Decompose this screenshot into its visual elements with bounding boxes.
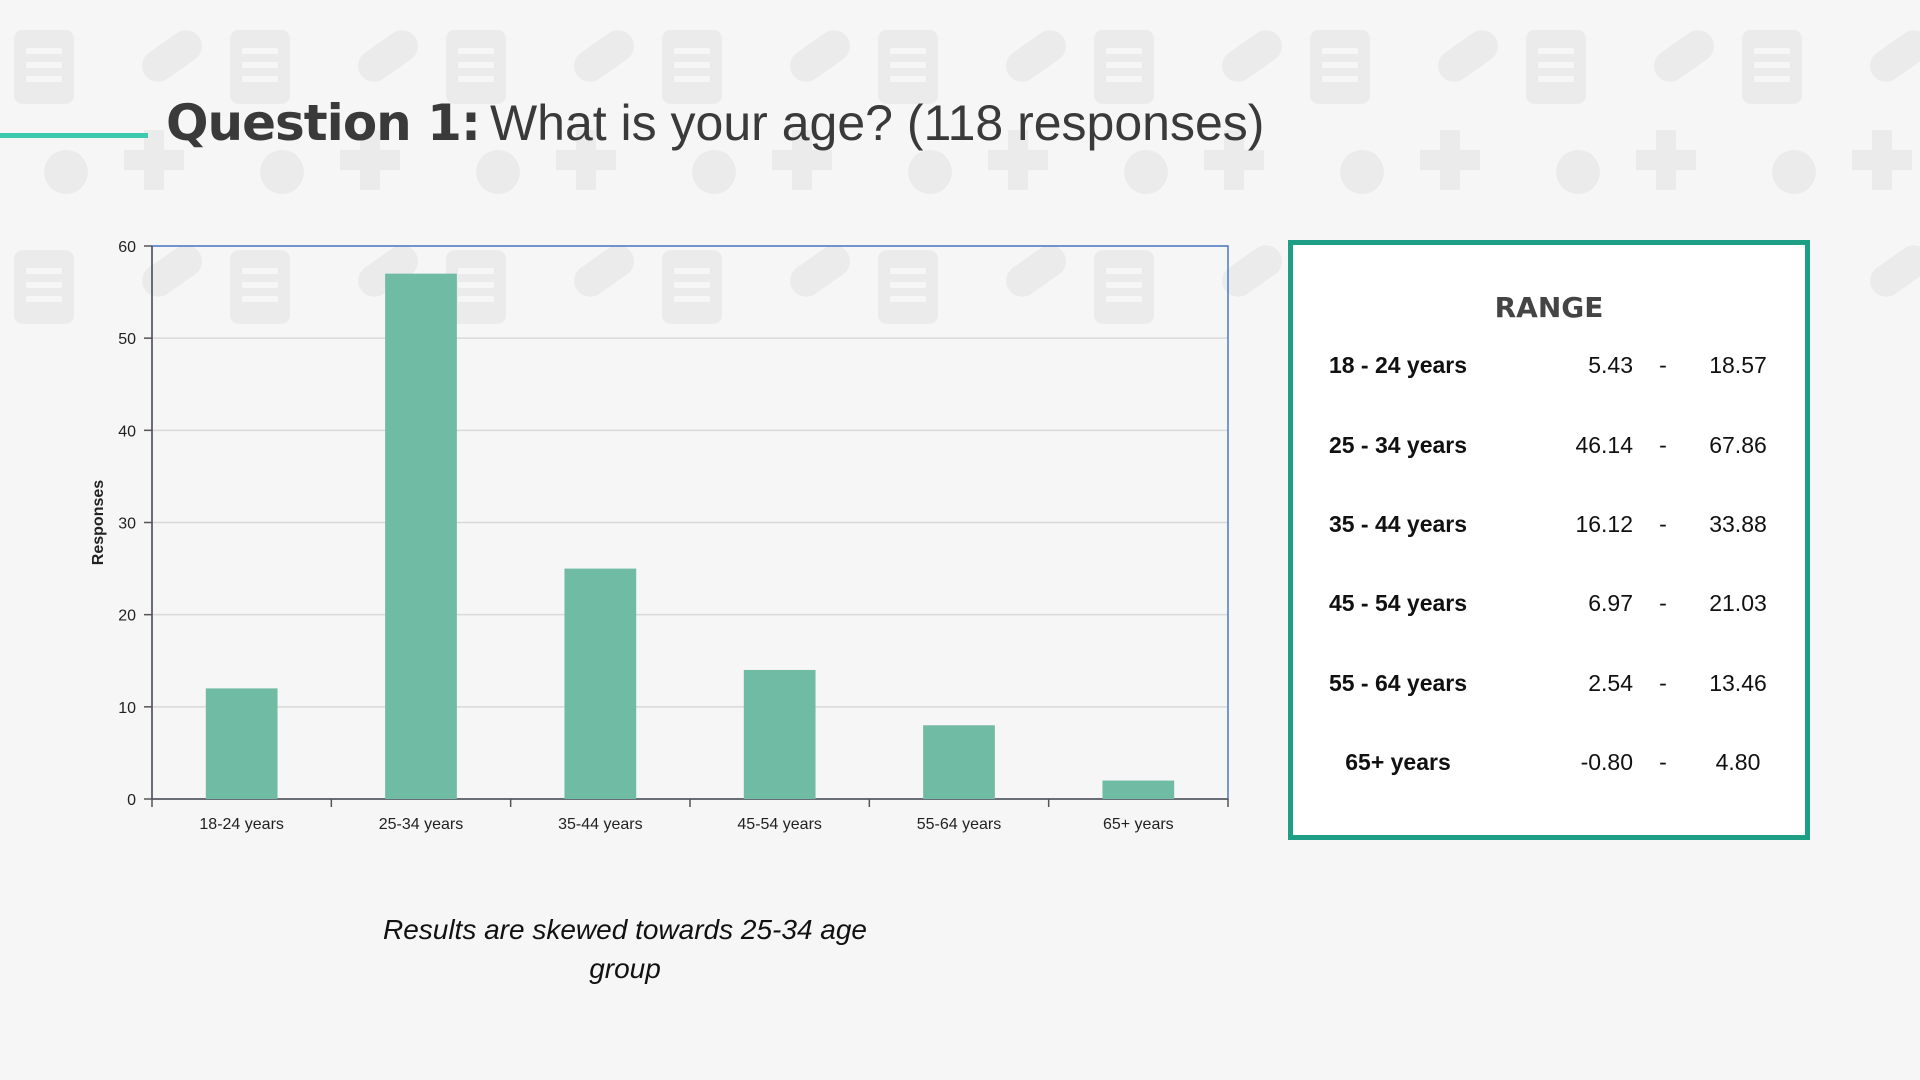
range-row-dash: -: [1659, 511, 1667, 537]
range-row-dash: -: [1659, 590, 1667, 616]
range-row: 55 - 64 years 2.54 - 13.46: [1293, 664, 1805, 704]
title-question-text: What is your age? (118 responses): [489, 95, 1265, 151]
bg-plus-icon: [1420, 130, 1480, 190]
x-tick-label: 55-64 years: [917, 816, 1002, 833]
chart-caption: Results are skewed towards 25-34 age gro…: [382, 914, 868, 984]
bg-pill-icon: [142, 30, 202, 82]
bg-tablet-icon: [692, 150, 736, 194]
bg-tablet-icon: [1340, 150, 1384, 194]
bg-tablet-icon: [1772, 150, 1816, 194]
x-tick-label: 35-44 years: [558, 816, 643, 833]
bg-plus-icon: [988, 130, 1048, 190]
bg-pill-icon: [790, 245, 850, 297]
y-tick-label: 20: [118, 608, 136, 625]
range-row-high: 13.46: [1709, 670, 1767, 696]
y-tick-label: 0: [127, 792, 136, 809]
x-tick-label: 45-54 years: [737, 816, 822, 833]
bg-pill-icon: [142, 245, 202, 297]
range-row-high: 18.57: [1709, 352, 1767, 378]
bg-pill-icon: [1006, 245, 1066, 297]
bar: [564, 568, 637, 799]
bg-pill-icon: [1870, 30, 1920, 82]
range-row: 18 - 24 years 5.43 - 18.57: [1293, 346, 1805, 386]
range-row-high: 33.88: [1709, 511, 1767, 537]
title-accent-line: [0, 133, 148, 138]
bg-tablet-icon: [908, 150, 952, 194]
bg-plus-icon: [340, 130, 400, 190]
bg-plus-icon: [1204, 130, 1264, 190]
range-row-dash: -: [1659, 432, 1667, 458]
range-row-dash: -: [1659, 670, 1667, 696]
range-row-low: 5.43: [1588, 352, 1633, 378]
bar: [1102, 780, 1175, 799]
bg-pill-icon: [1438, 30, 1498, 82]
bg-pill-icon: [790, 30, 850, 82]
range-box: RANGE 18 - 24 years 5.43 - 18.57 25 - 34…: [1288, 240, 1810, 840]
range-row-label: 18 - 24 years: [1328, 352, 1468, 378]
range-row-low: 6.97: [1588, 590, 1633, 616]
bar: [205, 688, 278, 799]
x-tick-label: 65+ years: [1103, 816, 1174, 833]
bg-pill-icon: [358, 245, 418, 297]
range-row-label: 45 - 54 years: [1328, 590, 1468, 616]
y-tick-label: 50: [118, 331, 136, 348]
range-row-label: 65+ years: [1345, 749, 1451, 775]
bg-pill-icon: [1654, 30, 1714, 82]
bg-pill-icon: [1222, 30, 1282, 82]
bg-pill-icon: [1006, 30, 1066, 82]
bg-pill-icon: [358, 30, 418, 82]
bg-pill-icon: [1870, 245, 1920, 297]
y-axis-title: Responses: [90, 480, 107, 565]
bg-pill-icon: [574, 245, 634, 297]
range-row-low: 2.54: [1588, 670, 1633, 696]
title-question-number: Question 1:: [166, 94, 481, 152]
range-row-low: 46.14: [1575, 432, 1633, 458]
range-row-dash: -: [1659, 352, 1667, 378]
range-row-high: 4.80: [1715, 749, 1761, 775]
bar: [743, 669, 816, 799]
bg-plus-icon: [556, 130, 616, 190]
range-row-label: 25 - 34 years: [1328, 432, 1468, 458]
range-row-high: 21.03: [1709, 590, 1767, 616]
range-row: 25 - 34 years 46.14 - 67.86: [1293, 426, 1805, 466]
bg-tablet-icon: [476, 150, 520, 194]
bg-plus-icon: [1852, 130, 1912, 190]
bg-tablet-icon: [260, 150, 304, 194]
page-title: Question 1: What is your age? (118 respon…: [166, 98, 1264, 148]
range-row-high: 67.86: [1709, 432, 1767, 458]
bg-tablet-icon: [1124, 150, 1168, 194]
range-row-label: 35 - 44 years: [1328, 511, 1468, 537]
bg-tablet-icon: [44, 150, 88, 194]
x-tick-label: 18-24 years: [199, 816, 284, 833]
y-tick-label: 30: [118, 516, 136, 533]
bg-plus-icon: [124, 130, 184, 190]
bg-tablet-icon: [1556, 150, 1600, 194]
x-tick-label: 25-34 years: [379, 816, 464, 833]
range-title: RANGE: [1494, 291, 1604, 324]
range-row: 45 - 54 years 6.97 - 21.03: [1293, 584, 1805, 624]
bar: [385, 273, 457, 799]
bg-pill-icon: [1222, 245, 1282, 297]
y-tick-label: 40: [118, 423, 136, 440]
bg-plus-icon: [772, 130, 832, 190]
y-tick-label: 60: [118, 239, 136, 256]
bg-pill-icon: [574, 30, 634, 82]
range-row-dash: -: [1659, 749, 1667, 775]
range-row-low: -0.80: [1580, 749, 1633, 775]
range-row-low: 16.12: [1575, 511, 1633, 537]
bar: [923, 725, 995, 799]
range-row: 35 - 44 years 16.12 - 33.88: [1293, 505, 1805, 545]
y-tick-label: 10: [118, 700, 136, 717]
range-row-label: 55 - 64 years: [1328, 670, 1468, 696]
range-row: 65+ years -0.80 - 4.80: [1293, 743, 1805, 783]
bg-plus-icon: [1636, 130, 1696, 190]
